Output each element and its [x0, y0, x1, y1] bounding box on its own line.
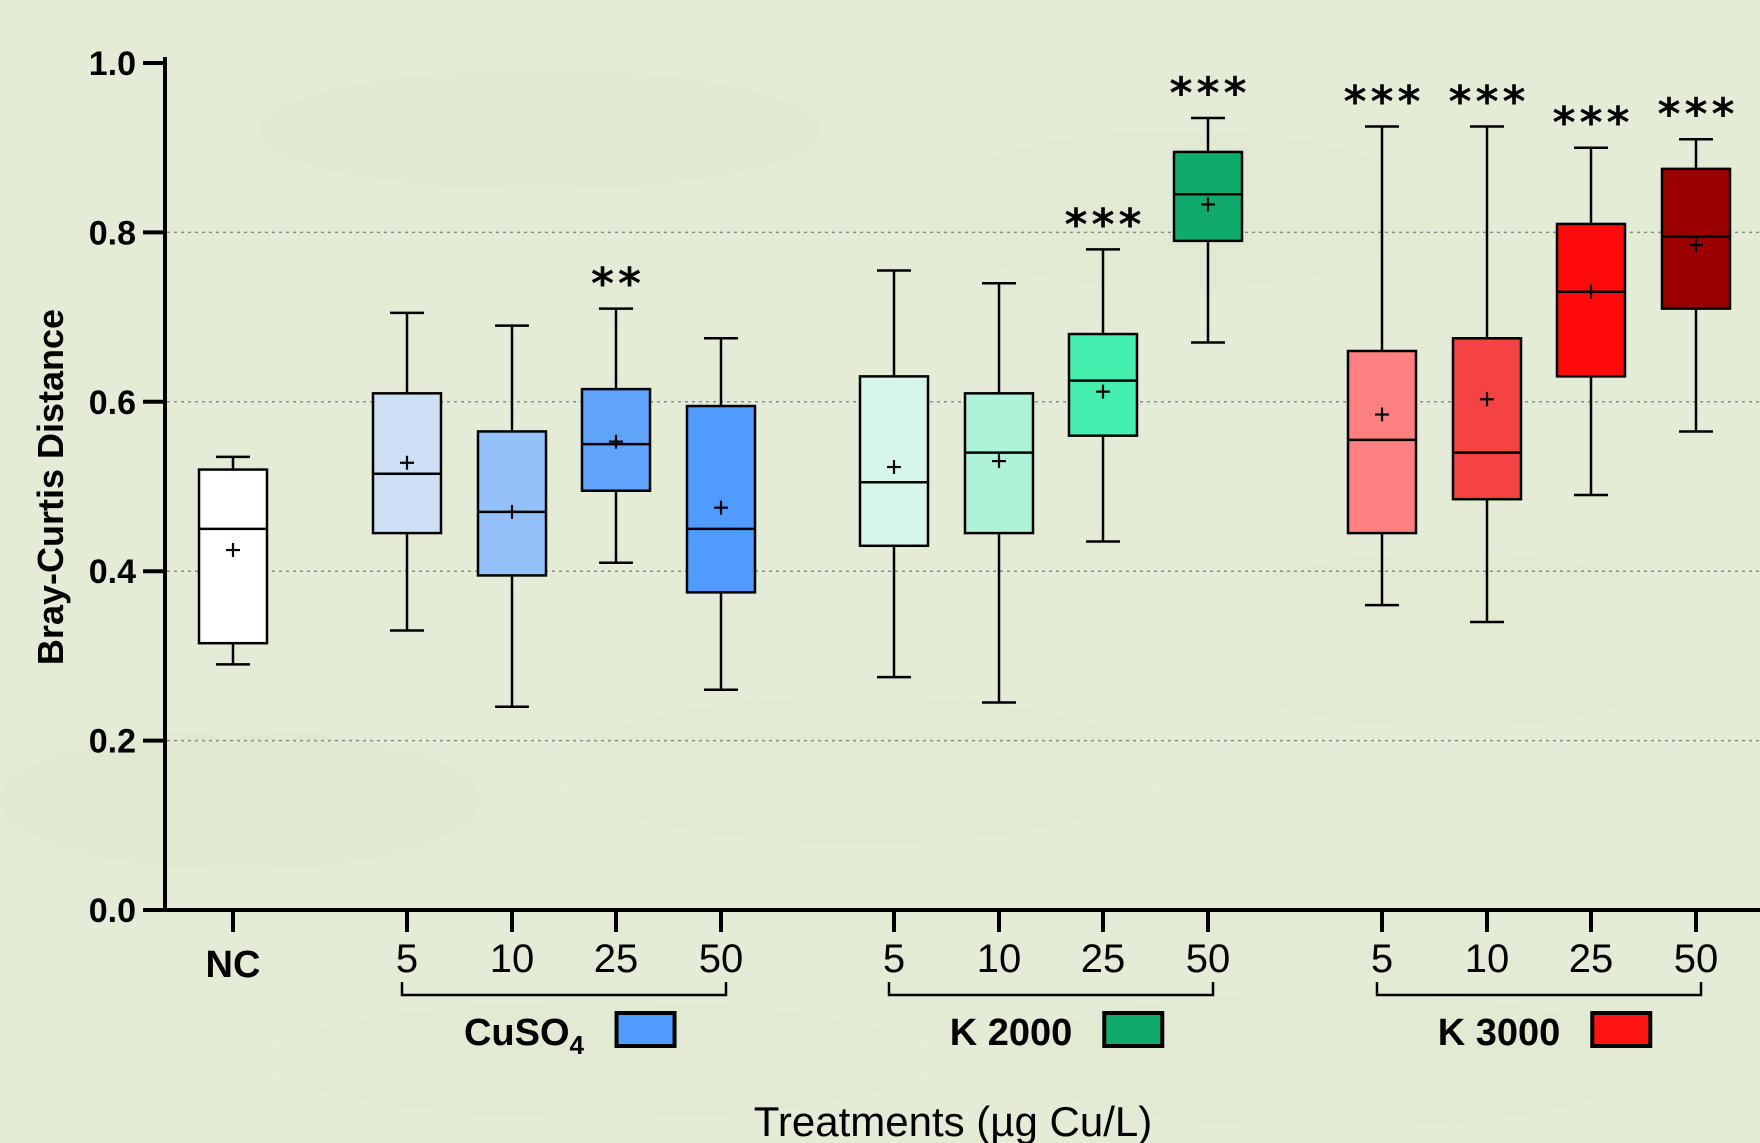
mean-marker [505, 504, 519, 519]
y-axis-label: Bray-Curtis Distance [30, 309, 71, 665]
y-axis-ticks: 0.0 0.2 0.4 0.6 0.8 1.0 [89, 45, 165, 930]
significance-marker: *** [1343, 77, 1424, 128]
box-k-3000-10 [1451, 125, 1523, 624]
x-tick-label: 5 [883, 937, 905, 981]
group-bracket [400, 982, 728, 997]
background-texture [0, 70, 1710, 1130]
x-tick-label: 10 [977, 937, 1022, 981]
box-iqr [685, 404, 757, 594]
x-tick-label: 5 [396, 937, 418, 981]
significance-marker: *** [1552, 98, 1633, 149]
box-series [197, 116, 1732, 708]
y-tick-label: 1.0 [89, 45, 136, 83]
group-label: CuSO4 [464, 1012, 585, 1060]
significance-marker: *** [1064, 199, 1145, 250]
x-tick-label: 25 [1569, 937, 1614, 981]
box-iqr [1172, 150, 1244, 243]
x-tick-label: 10 [1465, 937, 1510, 981]
legend-swatch [614, 1011, 677, 1048]
y-tick-label: 0.4 [89, 553, 136, 591]
y-tick-label: 0.8 [89, 214, 136, 252]
box-iqr [476, 430, 548, 577]
mean-marker [400, 455, 414, 470]
group-bracket [1375, 982, 1703, 997]
box-iqr [1555, 222, 1627, 378]
box-cuso-25 [580, 307, 652, 564]
mean-marker [1375, 407, 1389, 422]
significance-marker: *** [1448, 77, 1529, 128]
mean-marker [226, 543, 240, 558]
y-tick-label: 0.2 [89, 723, 136, 761]
group-label: K 3000 [1438, 1012, 1561, 1054]
box-cuso-5 [371, 311, 443, 632]
mean-marker [714, 500, 728, 515]
x-tick-label: 10 [490, 937, 535, 981]
x-tick-label: 50 [1186, 937, 1231, 981]
x-tick-label: 50 [699, 937, 744, 981]
x-tick-label: 25 [594, 937, 639, 981]
group-brackets: CuSO4 K 2000 K 3000 [400, 982, 1703, 1060]
mean-marker [1480, 392, 1494, 407]
significance-labels: ******** *** *** *** *** [591, 68, 1738, 310]
mean-marker [609, 434, 623, 449]
x-tick-label: NC [206, 944, 261, 986]
mean-marker [1584, 284, 1598, 299]
box-k-3000-50 [1660, 137, 1732, 433]
mean-marker [1689, 238, 1703, 253]
mean-marker [1096, 384, 1110, 399]
y-tick-label: 0.6 [89, 384, 136, 422]
mean-marker [887, 460, 901, 475]
mean-marker [992, 454, 1006, 469]
x-tick-label: 5 [1371, 937, 1393, 981]
x-tick-label: 25 [1081, 937, 1126, 981]
axes [163, 57, 1760, 912]
mean-marker [1201, 197, 1215, 212]
box-nc [197, 455, 269, 666]
box-cuso-50 [685, 337, 757, 692]
group-label: K 2000 [950, 1012, 1073, 1054]
y-tick-label: 0.0 [89, 892, 136, 930]
legend-swatch [1590, 1011, 1653, 1048]
x-axis-ticks: NC 5 10 25 50 5 10 25 50 5 10 25 50 [206, 912, 1719, 986]
box-k-2000-10 [963, 281, 1035, 704]
box-cuso-10 [476, 324, 548, 708]
box-k-3000-5 [1346, 125, 1418, 607]
box-iqr [1451, 337, 1523, 501]
legend-swatch [1102, 1011, 1165, 1048]
box-k-3000-25 [1555, 146, 1627, 497]
box-k-2000-5 [858, 269, 930, 679]
significance-marker: ** [591, 259, 645, 310]
x-tick-label: 50 [1674, 937, 1719, 981]
box-k-2000-50 [1172, 116, 1244, 344]
box-iqr [1346, 349, 1418, 535]
box-k-2000-25 [1067, 248, 1139, 543]
significance-marker: *** [1657, 89, 1738, 140]
x-axis-label: Treatments (µg Cu/L) [754, 1098, 1152, 1143]
group-bracket [887, 982, 1215, 997]
significance-marker: *** [1169, 68, 1250, 119]
